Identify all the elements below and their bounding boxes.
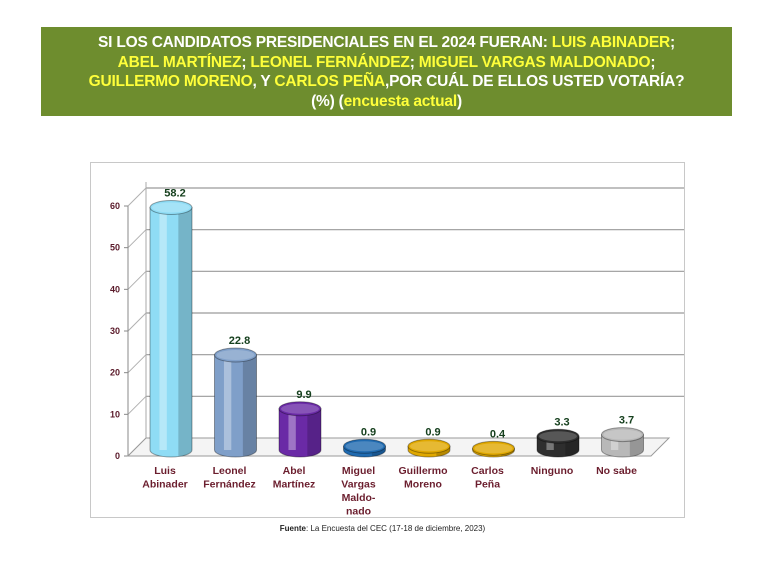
bar-highlight: [288, 408, 296, 450]
bar-highlight: [546, 436, 554, 450]
y-tick-label: 40: [110, 284, 120, 294]
bar-highlight: [223, 355, 232, 450]
title-text: ;: [670, 34, 676, 51]
x-tick-label: Maldo-: [342, 492, 376, 504]
bar: [278, 401, 322, 458]
bar-top-highlight: [474, 443, 513, 454]
bar-top: [149, 200, 193, 215]
x-tick-label: Carlos: [471, 465, 504, 477]
x-tick-label: Abinader: [142, 479, 188, 491]
y-tick-label: 60: [110, 201, 120, 211]
bar-body: [149, 207, 193, 458]
bar-top: [536, 428, 580, 444]
x-tick-label: Abel: [283, 465, 306, 477]
y-tick-label: 30: [110, 326, 120, 336]
bar: [536, 428, 580, 458]
gridline-depth: [127, 229, 147, 249]
gridline-depth: [127, 395, 147, 415]
title-text: ;: [409, 53, 419, 71]
bar-highlight: [610, 434, 619, 450]
bar: [407, 438, 451, 458]
bar-highlight: [159, 207, 167, 450]
data-label: 0.9: [425, 426, 440, 438]
x-tick-label: Moreno: [404, 479, 442, 491]
y-tick-label: 20: [110, 368, 120, 378]
title-text: ,POR CUÁL DE ELLOS USTED VOTARÍA?: [384, 73, 685, 90]
y-tick-label: 10: [110, 409, 120, 419]
title-highlight: MIGUEL VARGAS MALDONADO: [418, 53, 651, 71]
data-label: 3.3: [554, 416, 569, 428]
title-highlight: encuesta actual: [343, 92, 458, 110]
x-tick-label: Vargas: [341, 479, 376, 491]
data-label: 0.9: [361, 426, 376, 438]
gridline-depth: [127, 187, 147, 207]
bar-chart: 0 10 20 30 40 50 60 58.2 Luis Abinader 22.8 Leonel F…: [110, 182, 684, 518]
gridline-depth: [127, 312, 147, 332]
x-tick-label: Luis: [154, 465, 176, 477]
bar-shade: [178, 207, 192, 457]
x-tick-label: No sabe: [596, 465, 637, 477]
data-label: 22.8: [229, 335, 250, 347]
gridline-depth: [127, 270, 147, 290]
y-tick-label: 0: [115, 451, 120, 461]
title-text: ): [456, 92, 462, 110]
bar-top: [601, 427, 644, 443]
x-tick-label: Leonel: [213, 465, 247, 477]
source-label: Fuente: [279, 524, 306, 533]
title-highlight: LUIS ABINADER: [551, 34, 671, 51]
data-label: 58.2: [164, 188, 185, 200]
bar-top-highlight: [539, 431, 577, 442]
data-label: 3.7: [619, 415, 634, 427]
bar: [601, 427, 644, 458]
bar-top-highlight: [152, 202, 190, 213]
bar-top-highlight: [345, 441, 384, 452]
bar-body: [278, 408, 322, 458]
x-tick-label: Miguel: [342, 465, 375, 477]
title-text: (%) (: [311, 92, 344, 110]
bar: [214, 347, 257, 458]
bar-top: [472, 440, 515, 456]
bar-top-highlight: [216, 350, 255, 360]
bar-top: [343, 438, 386, 454]
x-tick-label: Ninguno: [531, 465, 574, 477]
y-tick-label: 50: [110, 243, 120, 253]
chart-frame: 0 10 20 30 40 50 60 58.2 Luis Abinader 22.8 Leonel F…: [90, 162, 685, 518]
bar-body: [214, 354, 257, 458]
bar: [472, 440, 515, 458]
title-highlight: CARLOS PEÑA: [274, 73, 385, 90]
chart-floor: [126, 437, 671, 457]
bar-shade: [242, 355, 257, 457]
chart-title-banner: SI LOS CANDIDATOS PRESIDENCIALES EN EL 2…: [41, 27, 732, 116]
x-tick-label: Peña: [475, 479, 500, 491]
x-tick-label: Guillermo: [398, 465, 447, 477]
data-label: 0.4: [490, 428, 506, 440]
bar-top-highlight: [603, 429, 642, 440]
bar-top-highlight: [410, 441, 448, 452]
bar: [149, 200, 193, 458]
source-text: : La Encuesta del CEC (17-18 de diciembr…: [306, 524, 486, 533]
bar-top: [407, 438, 451, 454]
bar-top: [214, 347, 257, 363]
bar: [343, 438, 386, 458]
data-label: 9.9: [296, 389, 311, 401]
x-tick-label: Fernández: [203, 479, 256, 491]
x-tick-label: nado: [346, 506, 371, 518]
title-highlight: GUILLERMO MORENO: [88, 73, 253, 90]
source-note: Fuente: La Encuesta del CEC (17-18 de di…: [0, 524, 765, 533]
title-highlight: LEONEL FERNÁNDEZ: [250, 53, 410, 71]
x-tick-label: Martínez: [273, 479, 316, 491]
bar-top-highlight: [281, 403, 319, 414]
title-text: ;: [241, 53, 251, 71]
bar-top: [278, 401, 322, 417]
title-text: SI LOS CANDIDATOS PRESIDENCIALES EN EL 2…: [97, 34, 552, 51]
bar-shade: [307, 408, 321, 457]
title-highlight: ABEL MARTÍNEZ: [117, 53, 242, 71]
title-text: ;: [650, 53, 656, 71]
title-text: , Y: [252, 73, 275, 90]
gridline-depth: [127, 354, 147, 374]
